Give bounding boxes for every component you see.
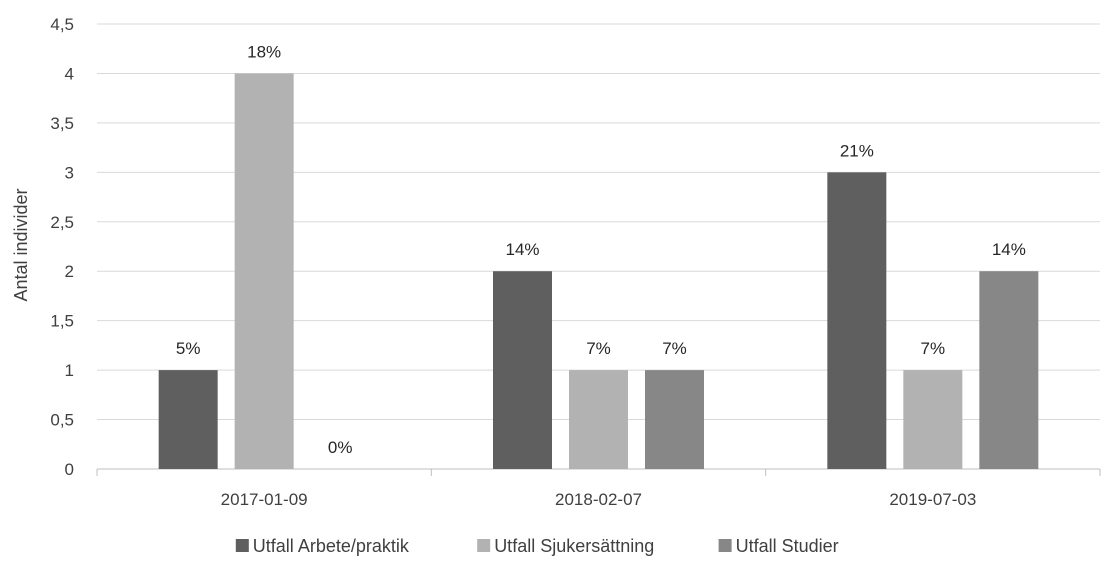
bar bbox=[979, 271, 1039, 469]
x-axis-ticks: 2017-01-09 2018-02-07 2019-07-03 bbox=[221, 490, 977, 509]
data-label: 18% bbox=[247, 42, 281, 61]
data-labels: 5% 18% 0% 14% 7% 7% 21% 7% 14% bbox=[176, 42, 1026, 457]
bar bbox=[493, 271, 552, 469]
legend-label: Utfall Studier bbox=[736, 536, 839, 556]
legend-swatch bbox=[718, 539, 732, 552]
legend: Utfall Arbete/praktik Utfall Sjukersättni… bbox=[235, 536, 839, 556]
bar bbox=[569, 370, 628, 469]
data-label: 14% bbox=[992, 240, 1026, 259]
data-label: 21% bbox=[840, 141, 874, 160]
legend-swatch bbox=[477, 539, 491, 552]
bar bbox=[827, 172, 887, 470]
y-tick-label: 4,5 bbox=[50, 15, 74, 34]
legend-label: Utfall Arbete/praktik bbox=[253, 536, 410, 556]
y-tick-label: 0 bbox=[65, 460, 74, 479]
y-tick-label: 1 bbox=[65, 361, 74, 380]
data-label: 7% bbox=[662, 339, 687, 358]
bar bbox=[903, 370, 963, 469]
y-tick-label: 1,5 bbox=[50, 312, 74, 331]
y-tick-label: 2,5 bbox=[50, 213, 74, 232]
x-tick-label: 2018-02-07 bbox=[555, 490, 642, 509]
data-label: 0% bbox=[328, 438, 353, 457]
bars bbox=[158, 73, 1039, 470]
data-label: 14% bbox=[505, 240, 539, 259]
y-tick-label: 3 bbox=[65, 163, 74, 182]
bar bbox=[158, 370, 218, 469]
y-tick-label: 2 bbox=[65, 262, 74, 281]
data-label: 7% bbox=[586, 339, 611, 358]
bar bbox=[234, 73, 294, 469]
y-tick-label: 0,5 bbox=[50, 411, 74, 430]
x-tick-label: 2019-07-03 bbox=[889, 490, 976, 509]
y-tick-label: 4 bbox=[65, 64, 74, 83]
legend-swatch bbox=[235, 539, 249, 552]
y-tick-label: 3,5 bbox=[50, 114, 74, 133]
y-axis-ticks: 0 0,5 1 1,5 2 2,5 3 3,5 4 4,5 bbox=[50, 15, 74, 479]
legend-label: Utfall Sjukersättning bbox=[494, 536, 654, 556]
data-label: 7% bbox=[921, 339, 946, 358]
y-axis-title: Antal individer bbox=[11, 188, 31, 301]
x-tick-label: 2017-01-09 bbox=[221, 490, 308, 509]
bar bbox=[645, 370, 704, 469]
data-label: 5% bbox=[176, 339, 201, 358]
